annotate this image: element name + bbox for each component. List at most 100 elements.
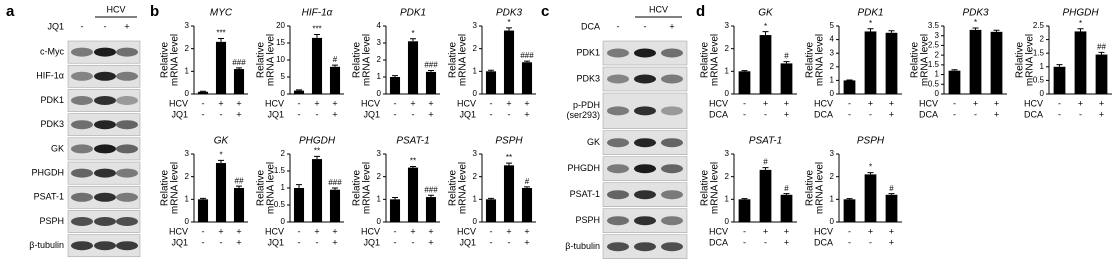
bar — [503, 30, 515, 94]
y-axis-label: Relative — [805, 42, 816, 79]
sign: - — [1058, 98, 1061, 108]
error-bar — [783, 193, 790, 195]
y-tick-label: 3.5 — [928, 21, 940, 30]
bar — [885, 194, 898, 222]
error-bar — [888, 193, 895, 195]
sign: + — [868, 226, 873, 236]
error-bar — [410, 38, 416, 42]
sign: - — [848, 98, 851, 108]
sign: - — [848, 109, 851, 119]
sign: - — [743, 109, 746, 119]
sign: + — [669, 21, 674, 31]
condition-name: JQ1 — [363, 237, 380, 247]
y-tick-label: 1 — [185, 194, 190, 203]
bar — [311, 159, 323, 222]
band — [634, 106, 656, 116]
sign: + — [332, 98, 337, 108]
significance: * — [1079, 19, 1082, 28]
band — [94, 217, 116, 226]
sign: + — [314, 98, 319, 108]
error-bar — [524, 60, 530, 63]
error-bar — [867, 28, 874, 32]
sign: - — [508, 237, 511, 247]
condition-name: DCA — [919, 109, 938, 119]
significance: ** — [410, 157, 416, 166]
bar — [293, 188, 305, 222]
panel-letter: b — [150, 3, 159, 20]
sign: + — [332, 237, 337, 247]
y-tick-label: 0 — [185, 89, 190, 98]
error-bar — [951, 69, 958, 71]
band — [634, 74, 656, 84]
chart-title: PSAT-1 — [396, 136, 429, 147]
y-tick-label: 2.5 — [928, 41, 940, 50]
significance: *** — [312, 25, 321, 34]
significance: * — [764, 22, 767, 31]
band — [661, 74, 683, 84]
condition-name: DCA — [709, 109, 728, 119]
condition-name: HCV — [919, 98, 938, 108]
y-axis-label: Relative — [700, 42, 711, 79]
sign: - — [298, 98, 301, 108]
y-axis-label: Relative — [910, 42, 921, 79]
sign: - — [316, 109, 319, 119]
sign: + — [784, 98, 789, 108]
y-axis-label: Relative — [256, 170, 267, 207]
y-tick-label: 3 — [185, 149, 190, 158]
y-tick-label: 1 — [473, 194, 478, 203]
error-bar — [741, 70, 748, 72]
band — [634, 138, 656, 148]
row-label: PDK3 — [40, 119, 64, 129]
y-axis-label: mRNA level — [710, 162, 721, 214]
bar — [843, 199, 856, 222]
bar — [1095, 54, 1108, 94]
chart-title: PSPH — [495, 136, 523, 147]
error-bar — [218, 159, 224, 164]
bar — [864, 174, 877, 222]
chart-title: PSPH — [857, 136, 885, 147]
condition-name: DCA — [1024, 109, 1043, 119]
condition-name: HCV — [169, 226, 188, 236]
bar — [233, 69, 245, 94]
bar — [780, 63, 793, 94]
condition-name: HCV — [709, 98, 728, 108]
band — [661, 106, 683, 116]
y-tick-label: 1 — [281, 183, 286, 192]
error-bar — [783, 61, 790, 64]
y-axis-label: mRNA level — [362, 34, 373, 86]
row-label: PSAT-1 — [570, 189, 600, 199]
band — [607, 138, 629, 148]
sign: - — [298, 237, 301, 247]
condition-name: JQ1 — [459, 237, 476, 247]
error-bar — [888, 30, 895, 33]
significance: # — [889, 184, 894, 193]
band — [634, 164, 656, 174]
condition-name: HCV — [457, 98, 476, 108]
y-tick-label: 2 — [935, 50, 940, 59]
y-axis-label: Relative — [805, 170, 816, 207]
group-label: HCV — [649, 4, 668, 14]
sign: + — [218, 98, 223, 108]
y-tick-label: 2 — [185, 172, 190, 181]
band — [661, 216, 683, 226]
condition-name: DCA — [709, 237, 728, 247]
sign: - — [394, 226, 397, 236]
y-axis-label: Relative — [352, 170, 363, 207]
sign: + — [763, 226, 768, 236]
sign: - — [202, 226, 205, 236]
sign: + — [124, 21, 129, 31]
error-bar — [296, 89, 302, 91]
bar — [780, 194, 793, 222]
error-bar — [972, 27, 979, 30]
band — [634, 242, 656, 252]
chart-title: GK — [214, 136, 230, 147]
y-tick-label: 1 — [473, 66, 478, 75]
bar — [1074, 31, 1087, 94]
error-bar — [1077, 28, 1084, 32]
y-axis-label: mRNA level — [458, 162, 469, 214]
band — [634, 216, 656, 226]
significance: ### — [424, 61, 438, 70]
y-tick-label: 1 — [935, 70, 940, 79]
sign: + — [236, 98, 241, 108]
bar — [738, 199, 751, 222]
